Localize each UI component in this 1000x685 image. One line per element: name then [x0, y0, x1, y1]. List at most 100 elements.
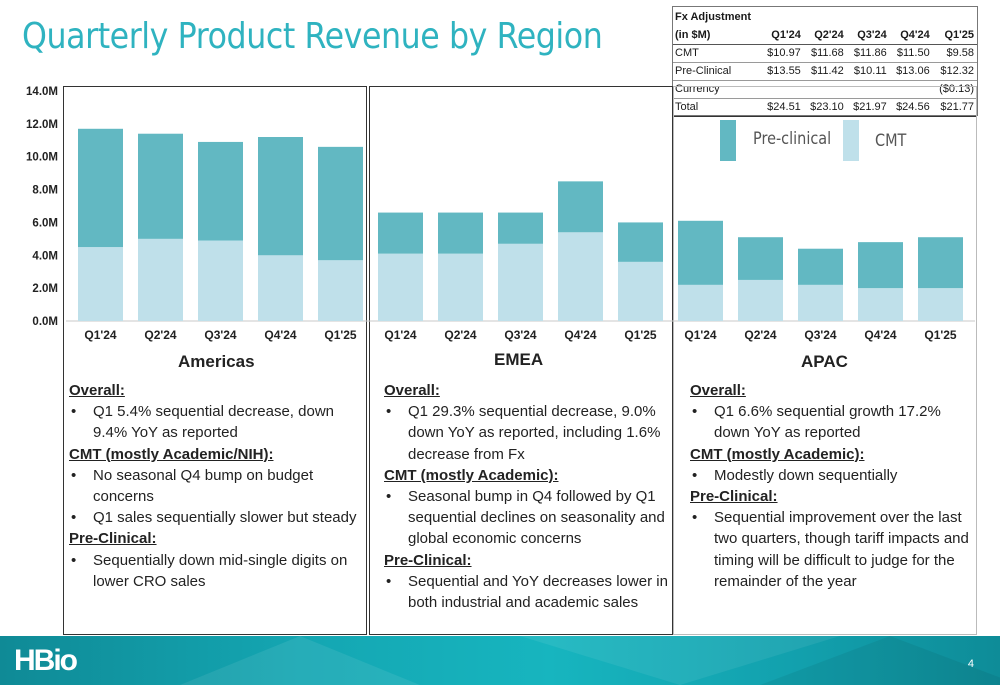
notes-bullet: • Sequential and YoY decreases lower in b…: [384, 571, 674, 613]
bar-cmt: [918, 288, 963, 321]
bar-pre-clinical: [618, 222, 663, 262]
x-tick-label: Q2'24: [444, 328, 477, 342]
bar-pre-clinical: [918, 237, 963, 289]
bullet-icon: •: [692, 403, 698, 421]
table-row: CMT $10.97 $11.68 $11.86 $11.50 $9.58: [672, 44, 977, 62]
notes-bullet: • No seasonal Q4 bump on budget concerns: [69, 465, 359, 507]
bullet-text: Modestly down sequentially: [714, 466, 898, 484]
revenue-chart: 0.0M 2.0M 4.0M 6.0M 8.0M 10.0M 12.0M 14.0M Q1'24…: [26, 86, 975, 342]
bullet-icon: •: [386, 403, 392, 421]
bar-cmt: [438, 253, 483, 321]
table-cell: Q4'24: [900, 28, 930, 41]
bar-pre-clinical: [678, 220, 723, 285]
table-header-row: (in $M) Q1'24 Q2'24 Q3'24 Q4'24 Q1'25: [672, 26, 977, 44]
table-cell: $10.11: [853, 65, 887, 77]
bullet-text: Q1 6.6% sequential growth 17.2% down YoY…: [714, 403, 941, 442]
bar-cmt: [558, 232, 603, 321]
table-header-row: Fx Adjustment: [672, 8, 977, 26]
emea-panel: [369, 86, 673, 635]
bullet-text: Sequential and YoY decreases lower in bo…: [408, 572, 668, 612]
bullet-icon: •: [692, 466, 698, 484]
bullet-text: Q1 sales sequentially slower but steady: [93, 509, 357, 527]
bar-pre-clinical: [378, 212, 423, 254]
x-tick-label: Q1'24: [84, 328, 117, 342]
notes-heading: CMT (mostly Academic/NIH):: [69, 445, 274, 463]
notes-heading: CMT (mostly Academic):: [690, 445, 865, 463]
notes-heading: Overall:: [69, 382, 125, 399]
region-label-americas: Americas: [178, 352, 255, 371]
table-cell: Total: [675, 101, 699, 113]
bar-pre-clinical: [798, 248, 843, 285]
notes-bullet: • Q1 29.3% sequential decrease, 9.0% down…: [384, 401, 674, 465]
notes-bullet: • Seasonal bump in Q4 followed by Q1 sequ…: [384, 486, 674, 550]
bar-pre-clinical: [858, 242, 903, 289]
table-cell: Q1'24: [771, 28, 801, 41]
bar-pre-clinical: [258, 137, 303, 256]
region-label-emea: EMEA: [494, 350, 544, 369]
table-cell: $11.68: [810, 47, 844, 59]
x-tick-label: Q2'24: [144, 328, 177, 342]
bar-cmt: [858, 288, 903, 321]
table-cell: CMT: [675, 47, 699, 59]
y-tick-label: 8.0M: [32, 185, 58, 197]
table-cell: $21.97: [853, 101, 887, 113]
bar-pre-clinical: [558, 181, 603, 233]
x-tick-label: Q4'24: [564, 328, 597, 342]
table-cell: $11.50: [896, 47, 930, 59]
legend-label-cmt: CMT: [875, 131, 907, 151]
table-cell: $24.56: [896, 101, 930, 113]
notes-bullet: • Q1 6.6% sequential growth 17.2% down Yo…: [690, 401, 980, 443]
bar-cmt: [678, 284, 723, 321]
bullet-text: No seasonal Q4 bump on budget concerns: [93, 466, 314, 506]
footer-decoration: [760, 636, 1000, 685]
apac-panel: [673, 86, 977, 635]
x-tick-label: Q1'24: [384, 328, 417, 342]
bullet-text: Q1 5.4% sequential decrease, down 9.4% Y…: [93, 403, 334, 442]
notes-heading: Overall:: [690, 382, 746, 399]
notes-bullet: • Q1 sales sequentially slower but steady: [69, 507, 359, 528]
bar-pre-clinical: [738, 237, 783, 280]
bar-cmt: [258, 255, 303, 321]
notes-bullet: • Sequential improvement over the last tw…: [690, 507, 980, 592]
page-title: Quarterly Product Revenue by Region: [22, 16, 603, 57]
table-cell: Fx Adjustment: [675, 11, 751, 23]
notes-heading: Pre-Clinical:: [69, 530, 157, 548]
legend-swatch-pre-clinical: [720, 120, 736, 161]
y-tick-label: 4.0M: [32, 250, 58, 262]
notes-heading: CMT (mostly Academic):: [384, 466, 559, 484]
table-row: Pre-Clinical $13.55 $11.42 $10.11 $13.06 $12.…: [672, 62, 977, 80]
y-tick-label: 6.0M: [32, 217, 58, 229]
bar-pre-clinical: [438, 212, 483, 254]
bar-pre-clinical: [318, 146, 363, 261]
x-tick-label: Q1'25: [624, 328, 657, 342]
footer-bar: HBio 4: [0, 636, 1000, 685]
region-label-apac: APAC: [801, 352, 848, 371]
hbio-logo: HBio: [14, 644, 78, 677]
x-tick-label: Q3'24: [504, 328, 537, 342]
bar-cmt: [738, 279, 783, 321]
bullet-icon: •: [386, 572, 392, 590]
bar-cmt: [198, 240, 243, 321]
table-cell: $12.32: [940, 65, 974, 77]
bar-cmt: [798, 284, 843, 321]
table-cell: $23.10: [810, 101, 844, 113]
table-cell: $13.06: [896, 65, 930, 77]
table-cell: (in $M): [675, 28, 711, 41]
bar-cmt: [138, 238, 183, 321]
bullet-icon: •: [71, 509, 77, 527]
apac-notes: Overall: • Q1 6.6% sequential growth 17.2%…: [690, 380, 980, 592]
x-tick-label: Q3'24: [204, 328, 237, 342]
notes-bullet: • Q1 5.4% sequential decrease, down 9.4% …: [69, 401, 359, 443]
notes-bullet: • Modestly down sequentially: [690, 465, 980, 486]
bullet-icon: •: [71, 551, 77, 569]
bar-cmt: [378, 253, 423, 321]
y-tick-label: 14.0M: [26, 86, 58, 98]
table-cell: Q1'25: [944, 28, 974, 41]
bullet-text: Sequentially down mid-single digits on l…: [93, 551, 348, 590]
bar-pre-clinical: [498, 212, 543, 244]
bullet-text: Sequential improvement over the last two…: [714, 509, 969, 590]
americas-notes: Overall: • Q1 5.4% sequential decrease, do…: [69, 380, 359, 592]
legend-label-pre-clinical: Pre-clinical: [753, 129, 832, 149]
table-cell: $11.86: [853, 47, 887, 59]
bar-cmt: [78, 247, 123, 321]
